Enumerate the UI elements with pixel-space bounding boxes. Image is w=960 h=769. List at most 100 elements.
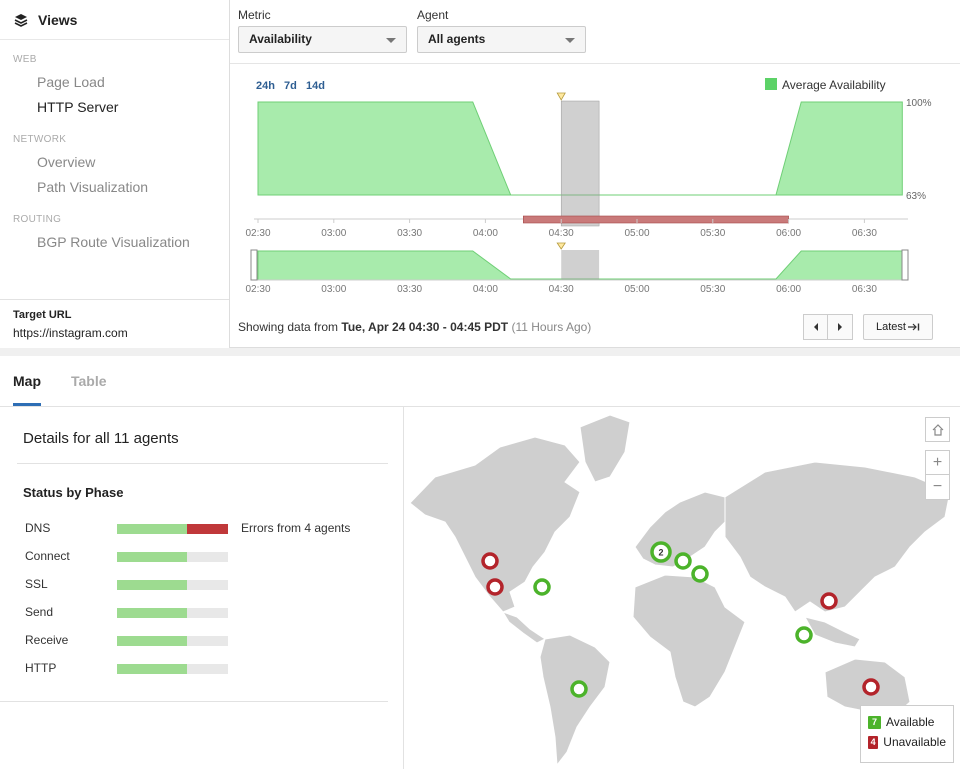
agent-label: Agent — [417, 8, 449, 22]
phase-name: HTTP — [25, 661, 57, 675]
zoom-in-button[interactable]: + — [925, 450, 950, 475]
agent-marker-unavailable[interactable] — [862, 678, 880, 696]
phase-bar-ok — [117, 552, 187, 562]
chevron-down-icon — [386, 38, 396, 43]
sidebar-item-bgp-route-visualization[interactable]: BGP Route Visualization — [37, 234, 190, 250]
availability-chart[interactable]: 24h 7d 14d Average Availability 100% 63% 02:30… — [230, 64, 960, 304]
target-url-value: https://instagram.com — [13, 326, 128, 340]
metric-select-value: Availability — [249, 32, 312, 46]
agent-marker-available[interactable] — [674, 552, 692, 570]
bottom-panel: Map Table Details for all 11 agents Stat… — [0, 356, 960, 769]
arrow-to-end-icon — [907, 323, 920, 331]
navigator-tick-label: 03:30 — [397, 284, 422, 295]
chart-panel: Metric Availability Agent All agents 24h… — [230, 0, 960, 348]
map-legend: 7 Available 4 Unavailable — [860, 705, 954, 763]
agent-marker-unavailable[interactable] — [481, 552, 499, 570]
divider — [17, 463, 388, 464]
divider — [0, 701, 388, 702]
data-range-ago: (11 Hours Ago) — [511, 320, 592, 334]
agent-marker-available[interactable] — [570, 680, 588, 698]
x-tick-label: 05:00 — [624, 228, 649, 239]
navigator-marker-icon — [556, 242, 566, 250]
tab-map[interactable]: Map — [13, 373, 41, 389]
agent-marker-available[interactable] — [650, 541, 672, 563]
cluster-count: 2 — [658, 548, 663, 558]
x-tick-label: 05:30 — [700, 228, 725, 239]
phase-bar — [117, 636, 228, 646]
views-nav: WEB Page Load HTTP Server NETWORK Overview Pa… — [0, 54, 229, 255]
layers-icon — [14, 13, 28, 27]
details-title: Details for all 11 agents — [23, 430, 179, 447]
navigator-handle-right[interactable] — [901, 249, 909, 281]
navigator-tick-label: 06:00 — [776, 284, 801, 295]
metric-label: Metric — [238, 8, 271, 22]
chevron-down-icon — [565, 38, 575, 43]
agent-marker-unavailable[interactable] — [486, 578, 504, 596]
agent-marker-available[interactable] — [795, 626, 813, 644]
agent-select[interactable]: All agents — [417, 26, 586, 53]
time-nav — [803, 314, 853, 340]
agent-marker-unavailable[interactable] — [820, 592, 838, 610]
section-divider — [0, 348, 960, 356]
navigator-selection — [561, 250, 600, 280]
zoom-out-button[interactable]: − — [925, 475, 950, 500]
phase-bar — [117, 524, 228, 534]
views-sidebar: Views WEB Page Load HTTP Server NETWORK Over… — [0, 0, 230, 348]
phase-row: DNS Errors from 4 agents — [25, 521, 385, 535]
caret-left-icon — [813, 323, 818, 331]
target-url-box: Target URL https://instagram.com — [0, 299, 229, 340]
data-range-value: Tue, Apr 24 04:30 - 04:45 PDT — [341, 320, 509, 334]
sidebar-item-http-server[interactable]: HTTP Server — [37, 99, 119, 115]
data-range-text: Showing data from Tue, Apr 24 04:30 - 04… — [238, 320, 591, 334]
top-panel: Views WEB Page Load HTTP Server NETWORK Over… — [0, 0, 960, 348]
sidebar-item-overview[interactable]: Overview — [37, 154, 96, 170]
world-map[interactable]: 2 + − 7 Available 4 Unavailable — [405, 407, 960, 769]
phase-bar — [117, 664, 228, 674]
sidebar-item-path-visualization[interactable]: Path Visualization — [37, 179, 149, 195]
metric-select[interactable]: Availability — [238, 26, 407, 53]
navigator-tick-label: 05:30 — [700, 284, 725, 295]
x-tick-label: 03:30 — [397, 228, 422, 239]
range-7d[interactable]: 7d — [284, 80, 297, 92]
y-max-label: 100% — [906, 98, 932, 109]
unavailable-count-badge: 4 — [868, 735, 879, 749]
agent-marker-available[interactable] — [533, 578, 551, 596]
latest-button[interactable]: Latest — [863, 314, 933, 340]
next-button[interactable] — [828, 314, 853, 340]
world-map-svg[interactable]: 2 — [405, 407, 960, 769]
agent-marker-available[interactable] — [691, 565, 709, 583]
navigator-tick-label: 06:30 — [852, 284, 877, 295]
continent-asia — [724, 461, 951, 613]
sidebar-item-page-load[interactable]: Page Load — [37, 74, 105, 90]
phase-row: HTTP — [25, 661, 385, 675]
phase-row: Connect — [25, 549, 385, 563]
x-tick-label: 06:30 — [852, 228, 877, 239]
navigator-tick-label: 04:00 — [473, 284, 498, 295]
phase-row: Send — [25, 605, 385, 619]
navigator-tick-label: 03:00 — [321, 284, 346, 295]
x-tick-label: 02:30 — [245, 228, 270, 239]
x-tick-label: 04:00 — [473, 228, 498, 239]
target-url-label: Target URL — [13, 309, 72, 321]
range-24h[interactable]: 24h — [256, 80, 275, 92]
phase-bar-ok — [117, 636, 187, 646]
prev-button[interactable] — [803, 314, 828, 340]
view-tabs: Map Table — [0, 356, 960, 407]
section-label: NETWORK — [13, 134, 67, 145]
caret-right-icon — [838, 323, 842, 331]
continent-north-america — [409, 436, 581, 613]
range-14d[interactable]: 14d — [306, 80, 325, 92]
tab-table[interactable]: Table — [71, 373, 107, 389]
legend-label: Average Availability — [782, 78, 886, 92]
section-label: ROUTING — [13, 214, 62, 225]
phase-bar — [117, 580, 228, 590]
error-range-bar — [522, 215, 789, 224]
phase-row: SSL — [25, 577, 385, 591]
y-min-label: 63% — [906, 191, 926, 202]
navigator-handle-left[interactable] — [250, 249, 258, 281]
phase-bar-ok — [117, 664, 187, 674]
home-button[interactable] — [925, 417, 950, 442]
x-tick-label: 03:00 — [321, 228, 346, 239]
phase-bar — [117, 552, 228, 562]
navigator-tick-label: 02:30 — [245, 284, 270, 295]
